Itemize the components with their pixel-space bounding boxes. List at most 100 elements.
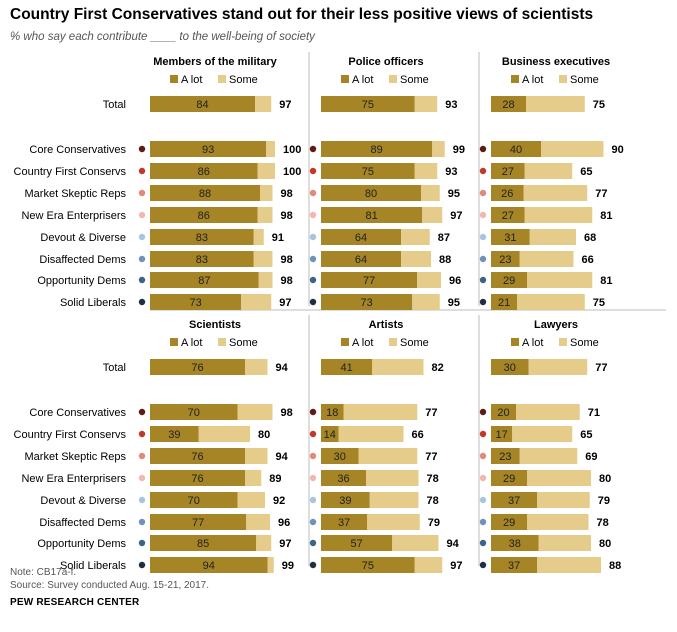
legend-label-some: Some <box>570 337 599 349</box>
group-dot-devout-and-diverse <box>309 233 317 241</box>
legend-label-some: Some <box>570 74 599 86</box>
bar-some <box>369 492 419 508</box>
bar-some <box>524 207 593 223</box>
bar-some <box>245 448 268 464</box>
legend-swatch-a-lot <box>170 338 178 346</box>
value-a-lot: 36 <box>337 473 349 485</box>
row-label-total: Total <box>103 99 126 111</box>
group-dot-new-era-enterprisers <box>138 211 146 219</box>
value-total: 98 <box>281 210 293 222</box>
value-total: 79 <box>598 495 610 507</box>
bar-a-lot <box>321 251 401 267</box>
bar-some <box>414 163 438 179</box>
value-a-lot: 57 <box>351 538 363 550</box>
group-dot-market-skeptic-reps <box>138 189 146 197</box>
legend-label-a-lot: A lot <box>352 74 373 86</box>
bar-some <box>253 251 273 267</box>
bar-some <box>516 404 580 420</box>
value-a-lot: 73 <box>190 297 202 309</box>
bar-some <box>527 470 591 486</box>
value-a-lot: 29 <box>503 275 515 287</box>
row-label-country-first-conservs: Country First Conservs <box>14 429 127 441</box>
value-total: 94 <box>276 362 289 374</box>
bar-some <box>245 470 262 486</box>
group-dot-devout-and-diverse <box>309 496 317 504</box>
group-dot-solid-liberals <box>479 561 487 569</box>
value-total: 92 <box>273 495 285 507</box>
value-total: 98 <box>281 254 293 266</box>
bar-a-lot <box>491 557 538 573</box>
value-a-lot: 75 <box>362 99 374 111</box>
bar-a-lot <box>150 229 254 245</box>
bar-a-lot <box>491 514 528 530</box>
bar-a-lot <box>491 272 528 288</box>
value-total: 80 <box>258 429 270 441</box>
value-total: 77 <box>595 188 607 200</box>
bar-some <box>414 557 443 573</box>
bar-some <box>260 185 273 201</box>
value-a-lot: 27 <box>502 210 514 222</box>
group-dot-country-first-conservs <box>479 430 487 438</box>
group-dot-country-first-conservs <box>138 167 146 175</box>
bar-some <box>421 185 440 201</box>
bar-a-lot <box>321 163 415 179</box>
bar-some <box>537 492 590 508</box>
value-a-lot: 81 <box>366 210 378 222</box>
bar-some <box>524 163 573 179</box>
bar-a-lot <box>491 535 539 551</box>
value-a-lot: 89 <box>371 144 383 156</box>
value-a-lot: 14 <box>324 429 336 441</box>
value-total: 78 <box>597 517 609 529</box>
value-total: 97 <box>450 210 462 222</box>
bar-a-lot <box>321 141 433 157</box>
value-a-lot: 73 <box>361 297 373 309</box>
value-a-lot: 29 <box>503 473 515 485</box>
group-dot-opportunity-dems <box>309 539 317 547</box>
value-total: 98 <box>281 188 293 200</box>
bar-some <box>432 141 445 157</box>
chart-title: Country First Conservatives stand out fo… <box>10 6 594 23</box>
group-dot-country-first-conservs <box>479 167 487 175</box>
value-total: 87 <box>438 232 450 244</box>
group-dot-disaffected-dems <box>309 255 317 263</box>
group-dot-new-era-enterprisers <box>309 474 317 482</box>
value-total: 78 <box>427 495 439 507</box>
value-total: 80 <box>599 538 611 550</box>
legend-label-a-lot: A lot <box>181 74 202 86</box>
bar-some <box>257 163 275 179</box>
bar-some <box>392 535 439 551</box>
value-total: 89 <box>269 473 281 485</box>
row-label-core-conservatives: Core Conservatives <box>29 407 126 419</box>
value-a-lot: 29 <box>503 517 515 529</box>
bar-some <box>529 229 576 245</box>
bar-a-lot <box>150 404 238 420</box>
value-a-lot: 64 <box>355 254 367 266</box>
value-total: 91 <box>272 232 284 244</box>
bar-some <box>414 96 438 112</box>
value-a-lot: 37 <box>508 560 520 572</box>
value-total: 96 <box>278 517 290 529</box>
legend-swatch-a-lot <box>170 75 178 83</box>
bar-a-lot <box>150 163 258 179</box>
bar-a-lot <box>321 535 393 551</box>
bar-some <box>512 426 573 442</box>
group-dot-solid-liberals <box>479 298 487 306</box>
bar-some <box>417 272 441 288</box>
note-text: Note: CB17a-f. <box>10 567 77 578</box>
bar-a-lot <box>491 229 530 245</box>
bar-a-lot <box>321 272 418 288</box>
bar-a-lot <box>150 96 255 112</box>
value-total: 90 <box>612 144 624 156</box>
group-dot-market-skeptic-reps <box>479 189 487 197</box>
group-dot-core-conservatives <box>479 408 487 416</box>
group-dot-solid-liberals <box>309 561 317 569</box>
bar-some <box>519 251 574 267</box>
value-total: 97 <box>279 538 291 550</box>
legend-swatch-some <box>218 75 226 83</box>
value-total: 77 <box>595 362 607 374</box>
bar-a-lot <box>150 535 257 551</box>
bar-some <box>198 426 250 442</box>
legend-label-a-lot: A lot <box>352 337 373 349</box>
group-dot-opportunity-dems <box>138 276 146 284</box>
group-dot-core-conservatives <box>479 145 487 153</box>
